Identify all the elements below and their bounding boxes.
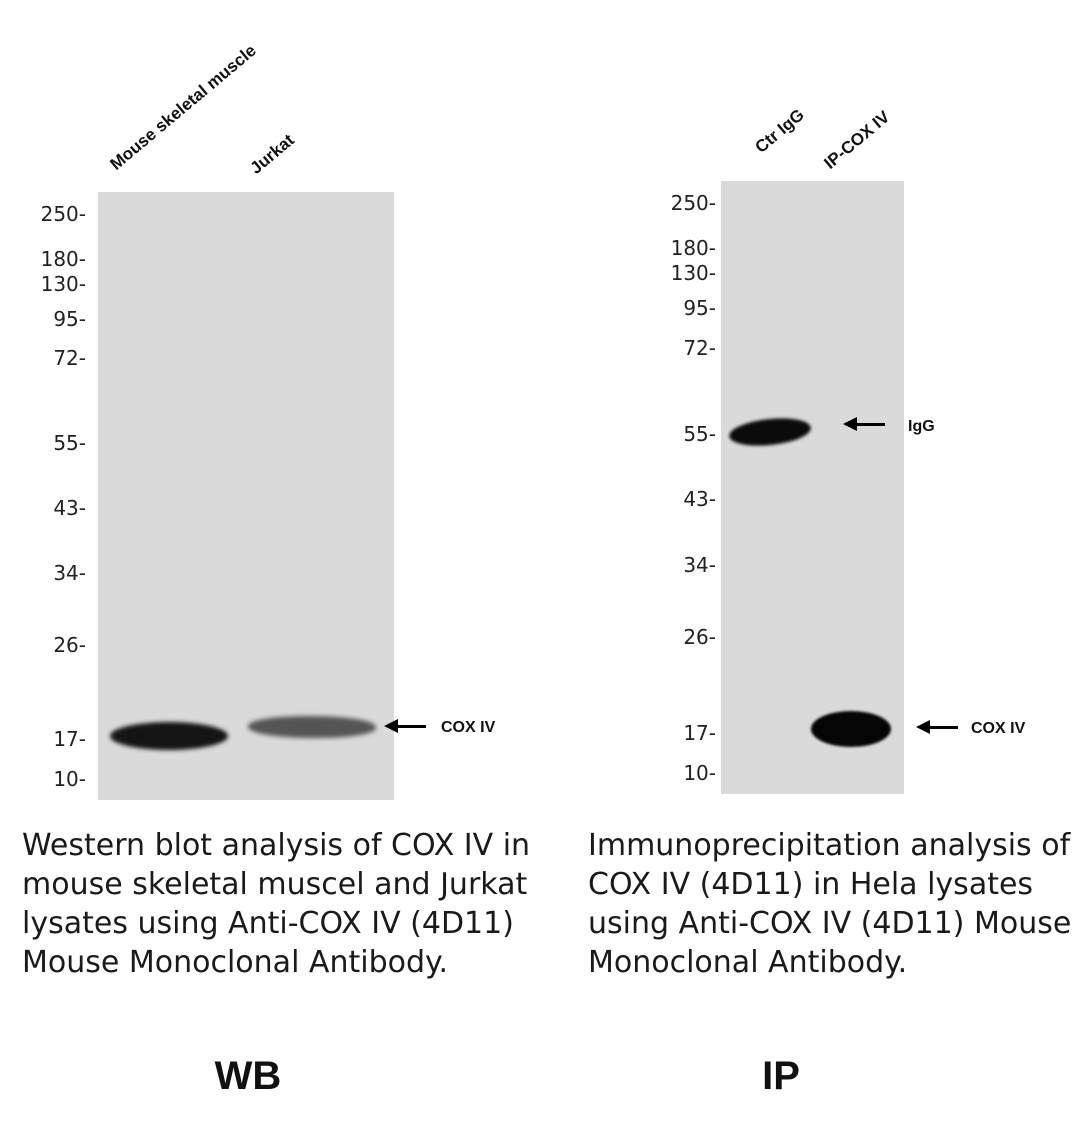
wb-marker: 34- [53,561,86,585]
ip-panel-title: IP [762,1054,800,1098]
wb-marker: 10- [53,767,86,791]
ip-marker: 43- [683,487,716,511]
wb-band-mouse-skeletal-muscle [110,722,228,750]
ip-marker: 72- [683,336,716,360]
ip-marker: 130- [670,261,716,285]
wb-lane-label-mouse-skeletal-muscle: Mouse skeletal muscle [106,40,260,174]
wb-band-jurkat [248,716,376,738]
ip-lane-label-ctr-igg: Ctr IgG [751,105,808,157]
ip-caption: Immunoprecipitation analysis of COX IV (… [588,828,1072,980]
ip-marker: 95- [683,296,716,320]
wb-blot-membrane [98,192,394,800]
ip-band-cox-iv [811,711,891,747]
wb-caption: Western blot analysis of COX IV in mouse… [22,828,531,980]
ip-lane-label-ip-cox-iv: IP-COX IV [820,107,894,173]
ip-igg-label: IgG [908,418,935,435]
ip-band-igg-heavy-chain [727,414,813,450]
ip-marker: 250- [670,191,716,215]
wb-marker: 72- [53,346,86,370]
wb-cox-iv-arrow-icon [384,719,426,733]
wb-marker: 250- [40,202,86,226]
ip-marker: 180- [670,236,716,260]
ip-marker: 17- [683,721,716,745]
ip-blot-membrane [721,181,904,794]
wb-marker: 55- [53,431,86,455]
ip-marker: 10- [683,761,716,785]
ip-marker: 34- [683,553,716,577]
wb-marker: 26- [53,633,86,657]
wb-panel-title: WB [214,1054,282,1098]
ip-marker: 26- [683,625,716,649]
ip-cox-iv-arrow-icon [916,720,958,734]
wb-marker: 17- [53,727,86,751]
wb-cox-iv-label: COX IV [441,719,496,736]
ip-marker: 55- [683,422,716,446]
wb-marker: 95- [53,307,86,331]
wb-marker: 130- [40,272,86,296]
wb-marker: 43- [53,496,86,520]
wb-marker: 180- [40,247,86,271]
ip-cox-iv-label: COX IV [971,720,1026,737]
ip-igg-arrow-icon [843,417,885,431]
wb-lane-label-jurkat: Jurkat [246,130,298,178]
